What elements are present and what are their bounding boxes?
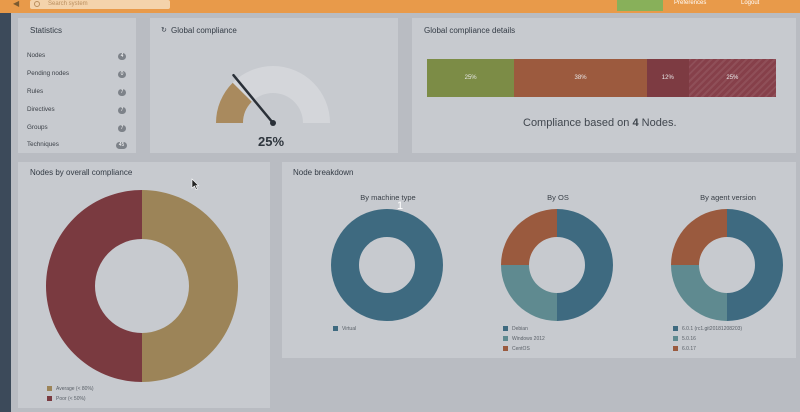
stat-count-badge: 7 (118, 88, 126, 96)
machine-type-slice (331, 209, 443, 321)
by-os-title: By OS (547, 193, 569, 202)
stat-label-directives[interactable]: Directives (27, 106, 55, 113)
legend-poor: Poor (< 50%) (47, 396, 86, 402)
gauge-needle (232, 73, 275, 125)
compliance-details-title: Global compliance details (424, 26, 516, 35)
gauge-needle-hub (270, 120, 276, 126)
logout-link[interactable]: Logout (741, 0, 760, 6)
cursor-label: 1 (397, 200, 404, 212)
global-compliance-title: Global compliance (171, 26, 237, 35)
node-breakdown-title: Node breakdown (293, 168, 354, 177)
stat-label-nodes[interactable]: Nodes (27, 52, 46, 59)
legend-agent-6017: 6.0.17 (673, 346, 696, 352)
stat-label-techniques[interactable]: Techniques (27, 141, 59, 148)
status-button[interactable] (617, 0, 663, 11)
statistics-panel (18, 18, 136, 153)
compliance-bar-segment[interactable]: 25% (427, 59, 515, 97)
overall-compliance-slice (142, 190, 238, 382)
legend-virtual: Virtual (333, 326, 356, 332)
os-slice (501, 209, 557, 265)
gauge-fill (216, 82, 252, 123)
legend-average: Average (< 80%) (47, 386, 94, 392)
legend-agent-5016: 5.0.16 (673, 336, 696, 342)
back-arrow-icon[interactable]: ◀ (13, 0, 20, 8)
stat-count-badge: 4 (118, 52, 126, 60)
agent-version-slice (727, 209, 783, 321)
overall-compliance-slice (46, 190, 142, 382)
compliance-bar-segment[interactable]: 12% (646, 59, 689, 97)
legend-centos: CentOS (503, 346, 530, 352)
node-breakdown-panel (282, 162, 796, 358)
top-navbar: ◀ Search system Preferences Logout (0, 0, 800, 13)
by-machine-type-title: By machine type (360, 193, 416, 202)
statistics-title: Statistics (30, 26, 63, 35)
stat-count-badge: 7 (118, 124, 126, 132)
global-compliance-value: 25% (258, 134, 285, 149)
search-input[interactable]: Search system (30, 0, 170, 9)
stat-label-groups[interactable]: Groups (27, 124, 48, 131)
agent-version-slice (671, 265, 727, 321)
legend-debian: Debian (503, 326, 528, 332)
stat-label-pending-nodes[interactable]: Pending nodes (27, 70, 70, 77)
compliance-bar-segment[interactable]: 25% (688, 59, 776, 97)
preferences-link[interactable]: Preferences (674, 0, 707, 6)
compliance-summary: Compliance based on 4 Nodes. (523, 117, 677, 129)
search-icon (34, 1, 40, 7)
by-agent-version-title: By agent version (700, 193, 756, 202)
os-slice (557, 209, 613, 321)
stat-label-rules[interactable]: Rules (27, 88, 44, 95)
nodes-by-compliance-title: Nodes by overall compliance (30, 168, 133, 177)
compliance-bar-segment[interactable]: 38% (514, 59, 647, 97)
legend-agent-601: 6.0.1 (rc1.git20181208203) (673, 326, 742, 332)
stat-count-badge: 7 (118, 106, 126, 114)
refresh-icon[interactable]: ↻ (161, 27, 167, 34)
stat-count-badge: 45 (116, 141, 127, 149)
left-sidebar-strip (0, 13, 11, 412)
legend-windows: Windows 2012 (503, 336, 545, 342)
agent-version-slice (671, 209, 727, 265)
stat-count-badge: 0 (118, 70, 126, 78)
os-slice (501, 265, 557, 321)
